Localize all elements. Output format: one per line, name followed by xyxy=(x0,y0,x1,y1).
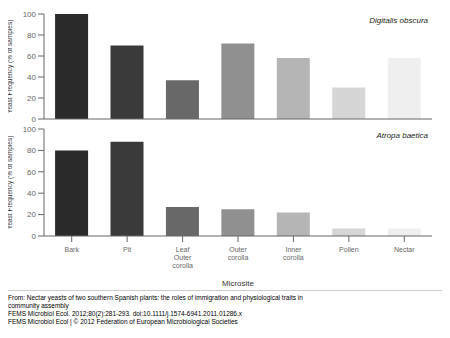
svg-text:Bark: Bark xyxy=(65,246,80,253)
svg-text:Microsite: Microsite xyxy=(222,279,255,288)
svg-text:Pit: Pit xyxy=(123,246,131,253)
svg-text:20: 20 xyxy=(27,94,36,103)
svg-text:20: 20 xyxy=(27,210,36,219)
svg-text:Innercorolla: Innercorolla xyxy=(283,246,304,261)
svg-text:Nectar: Nectar xyxy=(394,246,415,253)
svg-text:80: 80 xyxy=(27,146,36,155)
svg-text:100: 100 xyxy=(23,10,37,19)
html-text:FEMS Microbiol Ecol. 2012;80(2: FEMS Microbiol Ecol. 2012;80(2):281-293.… xyxy=(8,310,242,317)
svg-text:100: 100 xyxy=(23,125,37,134)
svg-text:80: 80 xyxy=(27,31,36,40)
svg-text:60: 60 xyxy=(27,52,36,61)
html-text:Digitalis obscura: Digitalis obscura xyxy=(369,16,428,25)
svg-text:Yeast Frequency (% of samples): Yeast Frequency (% of samples) xyxy=(8,136,14,230)
svg-text:40: 40 xyxy=(27,189,36,198)
svg-text:60: 60 xyxy=(27,168,36,177)
svg-text:40: 40 xyxy=(27,73,36,82)
svg-text:0: 0 xyxy=(32,232,37,241)
html-text:Atropa baetica: Atropa baetica xyxy=(376,131,428,140)
svg-text:Pollen: Pollen xyxy=(339,246,359,253)
svg-text:LeafOutercorolla: LeafOutercorolla xyxy=(172,246,193,269)
html-text:FEMS Microbiol Ecol | © 2012 F: FEMS Microbiol Ecol | © 2012 Federation … xyxy=(8,318,238,325)
html-text:community assembly: community assembly xyxy=(8,302,69,309)
html-text:From: Nectar yeasts of two sou: From: Nectar yeasts of two southern Span… xyxy=(8,294,303,301)
svg-text:0: 0 xyxy=(32,115,37,123)
svg-text:Outercorolla: Outercorolla xyxy=(228,246,249,261)
svg-text:Yeast Frequency (% of samples): Yeast Frequency (% of samples) xyxy=(8,20,14,114)
